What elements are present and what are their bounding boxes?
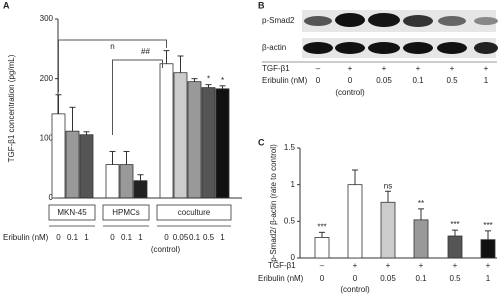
x-tick-label: 0 [56,233,61,242]
y-tick-label: 0 [49,193,54,202]
y-tick-label: 1.5 [284,143,296,152]
tgf-label: – [320,261,325,270]
eribulin-label: 0.05 [376,76,392,85]
bar [347,184,363,259]
tgf-label: + [484,64,489,73]
x-axis-label: Eribulin (nM) [258,274,304,283]
significance-marker: * [207,75,210,84]
bar [51,113,66,199]
x-tick-label: 0 [164,233,169,242]
eribulin-label: 0 [316,76,321,85]
bar [480,239,496,259]
control-label: (control) [151,245,181,254]
tgf-label: + [386,261,391,270]
significance-marker: *** [450,220,459,229]
bar [314,237,330,259]
significance-marker: ** [418,199,424,208]
x-tick-label: 1 [486,274,491,283]
x-tick-label: 0.5 [203,233,215,242]
bar [215,88,230,199]
blot-image [302,10,498,58]
bar [413,219,429,259]
bar [119,164,134,199]
bar [447,235,463,259]
x-tick-label: 1 [220,233,225,242]
group-label: MKN-45 [57,208,87,217]
x-tick-label: 1 [84,233,89,242]
tgf-label: + [453,261,458,270]
x-tick-label: 0.1 [415,274,427,283]
x-tick-label: 0.1 [189,233,201,242]
tgf-label: + [416,64,421,73]
tgf-label: + [348,64,353,73]
significance-marker: *** [483,221,492,230]
annotation: n [110,42,114,51]
x-tick-label: 0 [110,233,115,242]
y-tick-label: 0.5 [284,216,296,225]
group-box [156,204,232,221]
x-tick-label: 1 [138,233,143,242]
panel-label: A [3,0,10,10]
x-tick-label: 0 [320,274,325,283]
bar [159,63,174,199]
panel-label: B [258,0,265,10]
row-label: TGF-β1 [268,261,296,270]
bar [133,180,148,199]
x-tick-label: 0.1 [121,233,133,242]
x-axis-label: Eribulin (nM) [3,233,49,242]
bracket [112,59,163,135]
x-tick-label: 0.05 [173,233,189,242]
eribulin-label: 1 [484,76,489,85]
eribulin-label: 0.5 [446,76,458,85]
y-axis-label: TGF-β1 concentration (pg/mL) [7,54,16,162]
control-label: (control) [340,285,370,294]
y-tick-label: 300 [40,14,54,23]
eribulin-label: 0 [348,76,353,85]
bar [173,72,188,199]
group-box [48,204,96,221]
blot-row-label: β-actin [262,43,286,52]
panel-label: C [258,137,265,147]
y-axis-label: p-Smad2/ β-actin (rate to control) [269,144,278,262]
significance-marker: * [221,76,224,85]
x-tick-label: 0.1 [67,233,79,242]
significance-marker: ns [384,181,392,190]
group-box [102,204,150,221]
row-label: TGF-β1 [262,64,290,73]
x-tick-label: 0.5 [449,274,461,283]
group-label: coculture [178,208,211,217]
x-tick-label: 0.05 [380,274,396,283]
bar [79,134,94,199]
tgf-label: + [486,261,491,270]
bar [201,87,216,199]
blot-row-label: p-Smad2 [262,16,295,25]
tgf-label: – [316,64,321,73]
significance-marker: *** [317,222,326,231]
tgf-label: + [419,261,424,270]
y-tick-label: 100 [40,133,54,142]
eribulin-label: 0.1 [412,76,424,85]
x-tick-label: 0 [353,274,358,283]
bar [105,164,120,199]
y-tick-label: 200 [40,74,54,83]
bar [187,81,202,199]
group-label: HPMCs [112,208,140,217]
tgf-label: + [382,64,387,73]
bracket [58,39,167,92]
tgf-label: + [353,261,358,270]
bar [65,130,80,199]
y-tick-label: 1 [291,180,296,189]
bar [380,201,396,259]
control-label: (control) [335,88,365,97]
tgf-label: + [450,64,455,73]
annotation: ## [141,47,150,56]
y-tick-label: 0 [291,253,296,262]
row-label: Eribulin (nM) [262,76,308,85]
